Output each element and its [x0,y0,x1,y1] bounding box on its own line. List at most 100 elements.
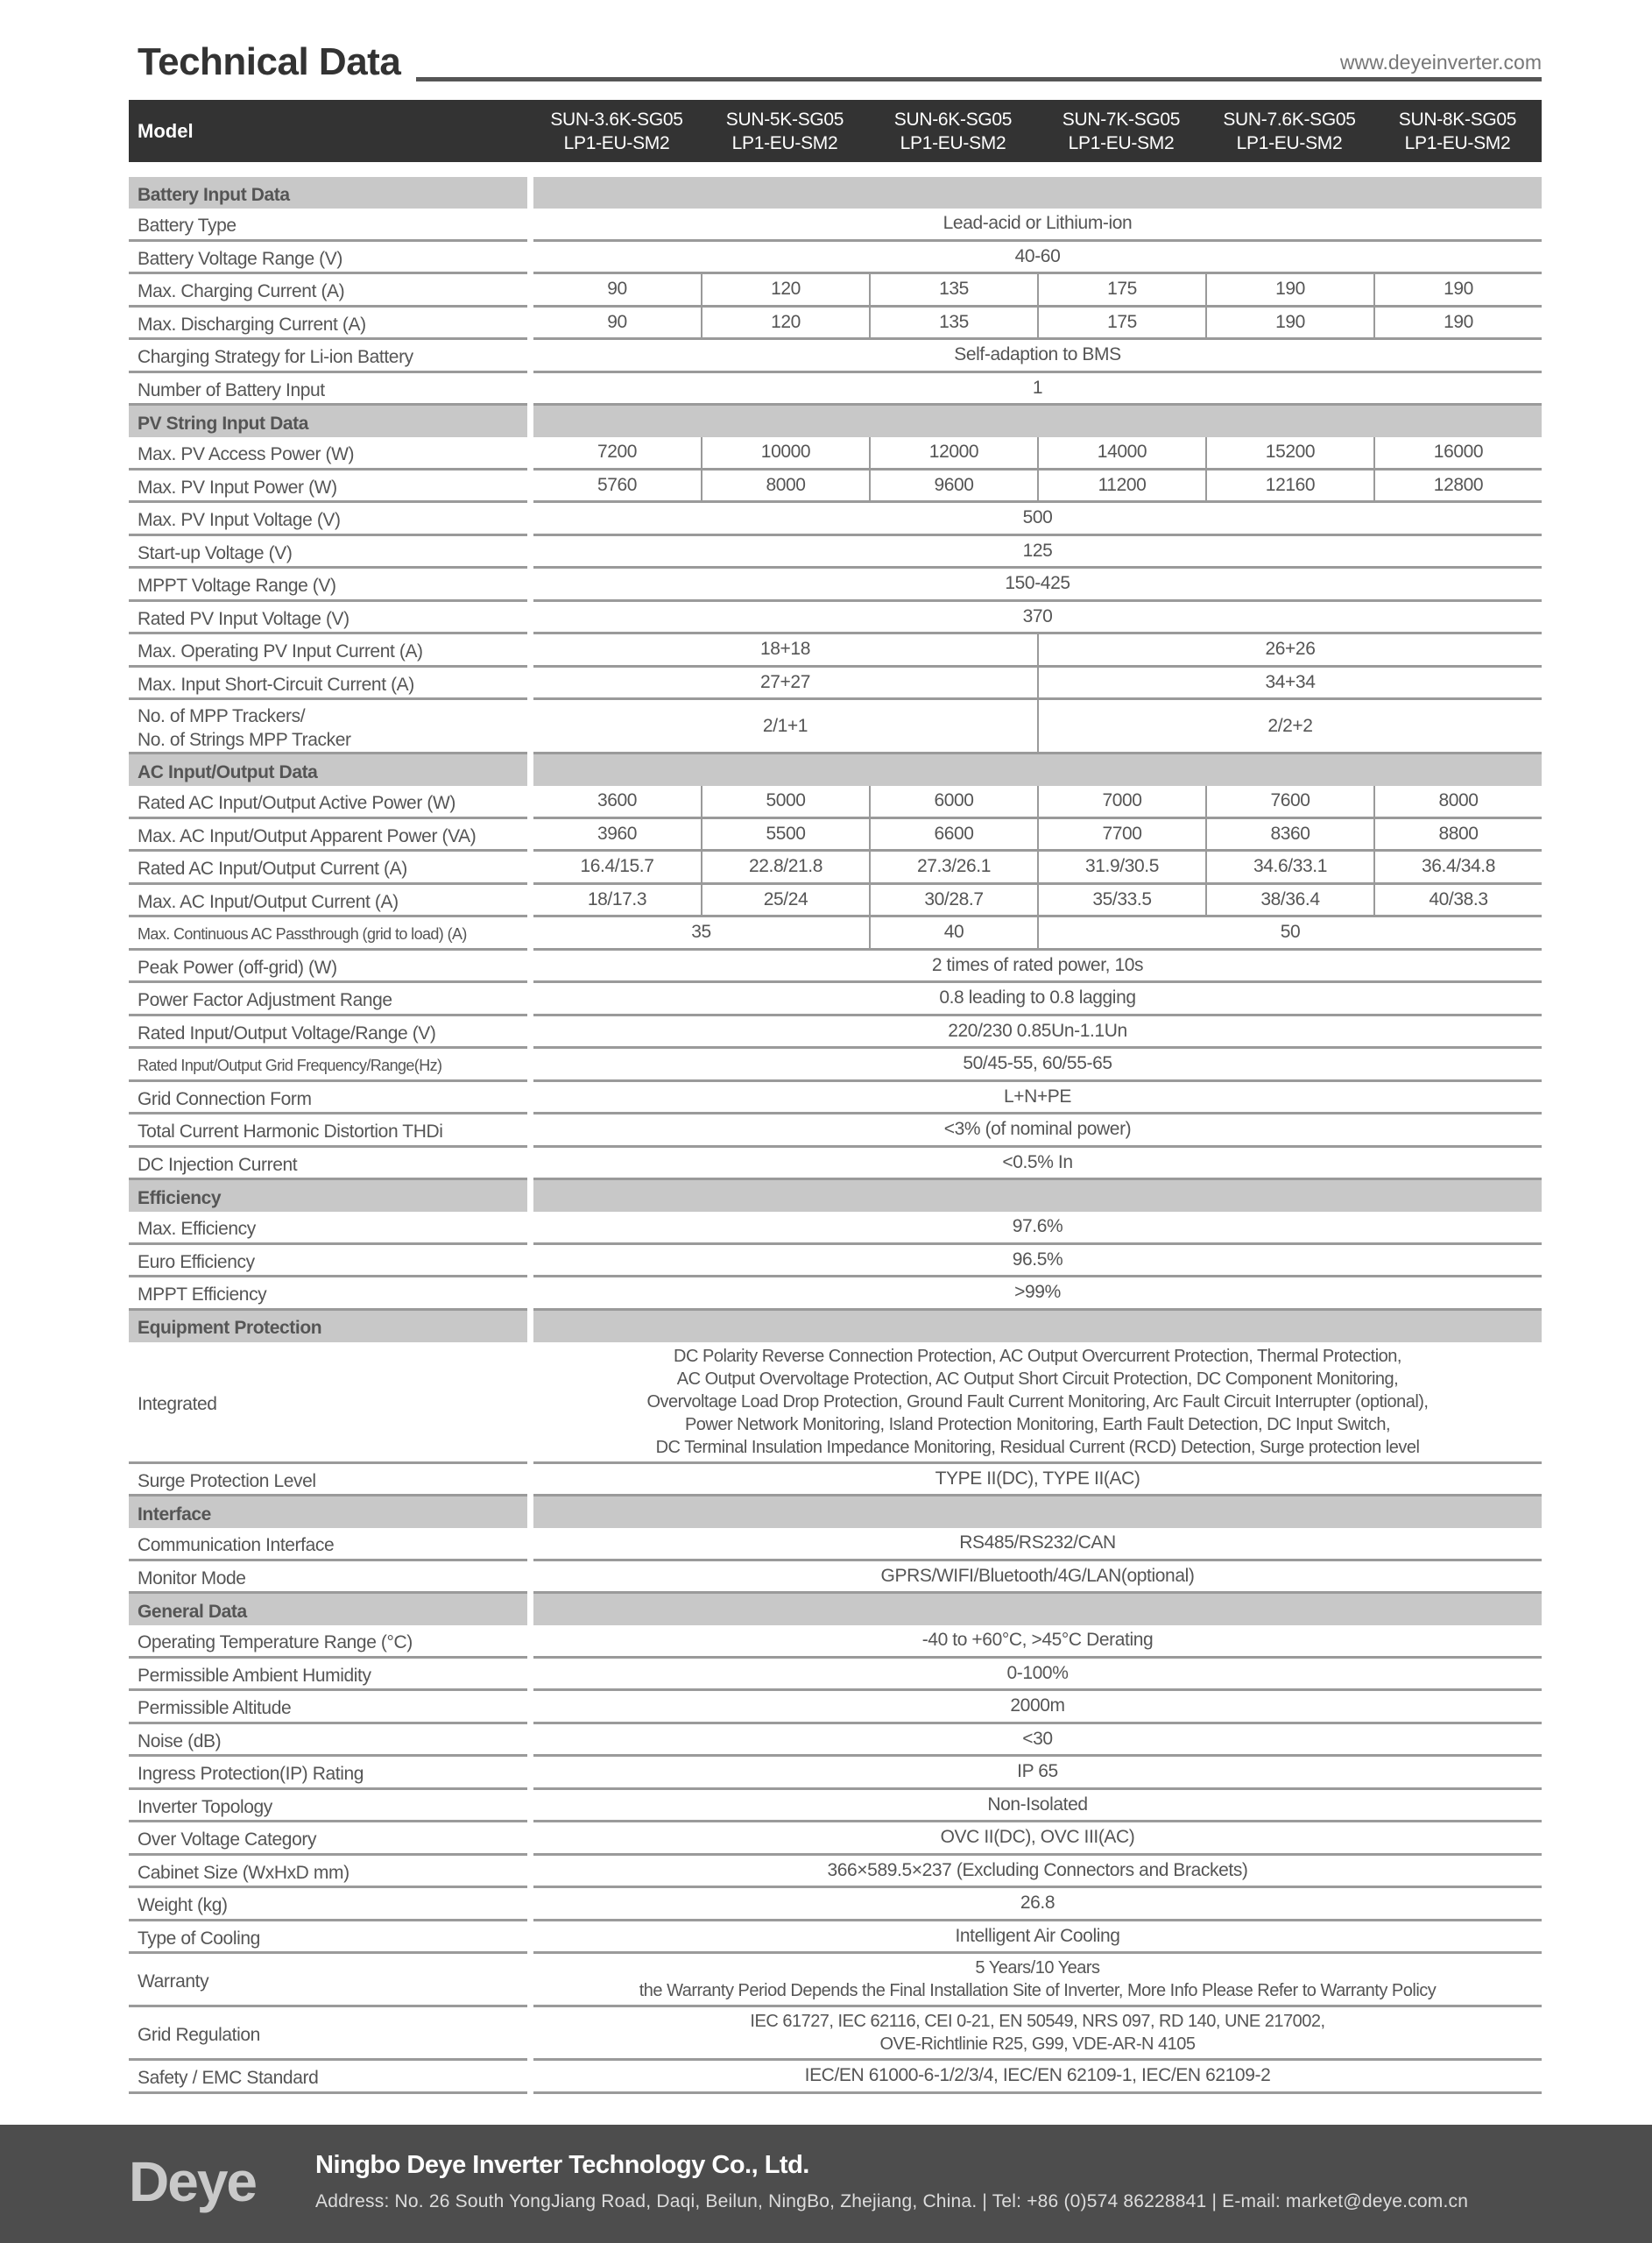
value-cell: 2000m [1010,1695,1065,1716]
value-cell: 8360 [1205,818,1373,849]
row-label-text: Noise (dB) [138,1730,222,1751]
model-name: SUN-5K-SG05 LP1-EU-SM2 [725,109,844,153]
table-row: Communication Interface RS485/RS232/CAN [129,1528,1542,1561]
table-row: Max. Operating PV Input Current (A) 18+18… [129,634,1542,668]
value-cell: 7000 [1037,786,1205,817]
row-label-text: Rated AC Input/Output Current (A) [138,859,407,880]
value-cell: IP 65 [1017,1761,1058,1782]
row-label: Max. AC Input/Output Apparent Power (VA) [129,819,527,852]
row-values: 3960 5500 6600 7700 8360 8800 [533,818,1542,852]
row-label: Rated Input/Output Voltage/Range (V) [129,1016,527,1049]
value-cell: 190 [1373,274,1542,305]
table-row: Start-up Voltage (V) 125 [129,536,1542,569]
table-row: Rated AC Input/Output Current (A) 16.4/15… [129,852,1542,885]
row-label-text: Rated PV Input Voltage (V) [138,608,349,629]
value-cell: 7700 [1037,818,1205,849]
value-cell: 7600 [1205,786,1373,817]
value-cell: 12000 [869,437,1037,468]
value-cell: 12800 [1373,470,1542,500]
value-cell: 90 [607,279,627,300]
row-label: Max. PV Input Voltage (V) [129,503,527,536]
table-row: Permissible Ambient Humidity 0-100% [129,1659,1542,1691]
row-label: Inverter Topology [129,1790,527,1822]
table-row: Number of Battery Input 1 [129,373,1542,406]
table-row: Monitor Mode GPRS/WIFI/Bluetooth/4G/LAN(o… [129,1561,1542,1594]
value-cell: 38/36.4 [1205,884,1373,915]
value-cell: 8800 [1373,818,1542,849]
value-cell: Lead-acid or Lithium-ion [942,213,1133,234]
row-values: 220/230 0.85Un-1.1Un [533,1016,1542,1049]
value-cell: 135 [869,307,1037,337]
value-cell: GPRS/WIFI/Bluetooth/4G/LAN(optional) [880,1565,1195,1586]
row-label: Start-up Voltage (V) [129,536,527,569]
model-name: SUN-8K-SG05 LP1-EU-SM2 [1398,109,1517,153]
table-row: Max. AC Input/Output Apparent Power (VA)… [129,818,1542,852]
table-row: Max. Discharging Current (A) 90 120 135 175 1… [129,307,1542,340]
table-row: Type of Cooling Intelligent Air Cooling [129,1921,1542,1954]
page-title: Technical Data [138,40,401,83]
table-row: Max. Continuous AC Passthrough (grid to … [129,917,1542,951]
row-label: Cabinet Size (WxHxD mm) [129,1856,527,1888]
row-label-text: Cabinet Size (WxHxD mm) [138,1862,349,1883]
row-values: L+N+PE [533,1082,1542,1114]
value-cell: 35 [691,922,711,943]
row-label-text: Rated Input/Output Grid Frequency/Range(… [138,1057,442,1075]
row-values: 90 120 135 175 190 190 [533,274,1542,308]
row-label: Peak Power (off-grid) (W) [129,951,527,983]
section-header-row: General Data [129,1594,1542,1625]
row-values: 150-425 [533,569,1542,602]
value-cell: 120 [701,274,869,305]
value-cell: 6000 [869,786,1037,817]
row-label-text: Grid Connection Form [138,1088,312,1109]
website-link[interactable]: www.deyeinverter.com [1339,51,1542,74]
table-row: MPPT Voltage Range (V) 150-425 [129,569,1542,602]
row-values: 5 Years/10 Years the Warranty Period Dep… [533,1954,1542,2007]
row-values: 125 [533,536,1542,569]
row-label-text: Warranty [138,1971,209,1992]
row-label: Max. PV Access Power (W) [129,437,527,471]
value-cell: <0.5% In [1002,1151,1073,1172]
row-label-text: Rated AC Input/Output Active Power (W) [138,793,455,814]
section-header-row: Efficiency [129,1180,1542,1212]
row-label-text: Ingress Protection(IP) Rating [138,1764,364,1785]
value-cell: 90 [607,311,627,332]
table-row: Max. AC Input/Output Current (A) 18/17.3 2… [129,884,1542,917]
row-label: Rated PV Input Voltage (V) [129,602,527,634]
row-values: 2/1+1 2/2+2 [533,700,1542,754]
row-values: Intelligent Air Cooling [533,1921,1542,1954]
table-row: No. of MPP Trackers/ No. of Strings MPP … [129,700,1542,754]
row-label-text: MPPT Efficiency [138,1284,267,1305]
row-label-text: Monitor Mode [138,1567,246,1588]
table-row: Noise (dB) <30 [129,1724,1542,1757]
row-label-text: Peak Power (off-grid) (W) [138,957,337,978]
table-row: Euro Efficiency 96.5% [129,1245,1542,1277]
row-values: 7200 10000 12000 14000 15200 16000 [533,437,1542,471]
row-label-text: Max. Continuous AC Passthrough (grid to … [138,925,467,944]
section-title: PV String Input Data [129,406,527,437]
row-label: Max. Input Short-Circuit Current (A) [129,668,527,700]
row-label: Max. Continuous AC Passthrough (grid to … [129,917,527,951]
value-cell: 5 Years/10 Years the Warranty Period Dep… [639,1958,1437,2000]
value-cell: 0-100% [1006,1662,1069,1683]
company-name: Ningbo Deye Inverter Technology Co., Ltd… [315,2151,809,2179]
value-cell: 190 [1205,307,1373,337]
row-label: Battery Voltage Range (V) [129,242,527,274]
row-values: <3% (of nominal power) [533,1114,1542,1148]
row-label-text: Total Current Harmonic Distortion THDi [138,1122,443,1143]
value-cell: 1 [1032,377,1043,398]
row-label-text: DC Injection Current [138,1154,298,1175]
row-label-text: Max. PV Input Power (W) [138,477,337,498]
section-title: General Data [129,1594,527,1625]
row-label-text: Max. Input Short-Circuit Current (A) [138,674,414,695]
row-label: Euro Efficiency [129,1245,527,1277]
row-label: Rated Input/Output Grid Frequency/Range(… [129,1049,527,1082]
row-label: Power Factor Adjustment Range [129,983,527,1016]
row-label: Rated AC Input/Output Current (A) [129,852,527,885]
row-label: Grid Connection Form [129,1082,527,1114]
row-label: Max. AC Input/Output Current (A) [129,885,527,917]
table-row: MPPT Efficiency >99% [129,1277,1542,1311]
value-cell: 18/17.3 [587,888,647,909]
value-cell: 135 [869,274,1037,305]
value-cell: 125 [1022,540,1053,561]
table-row: Grid Connection Form L+N+PE [129,1082,1542,1114]
